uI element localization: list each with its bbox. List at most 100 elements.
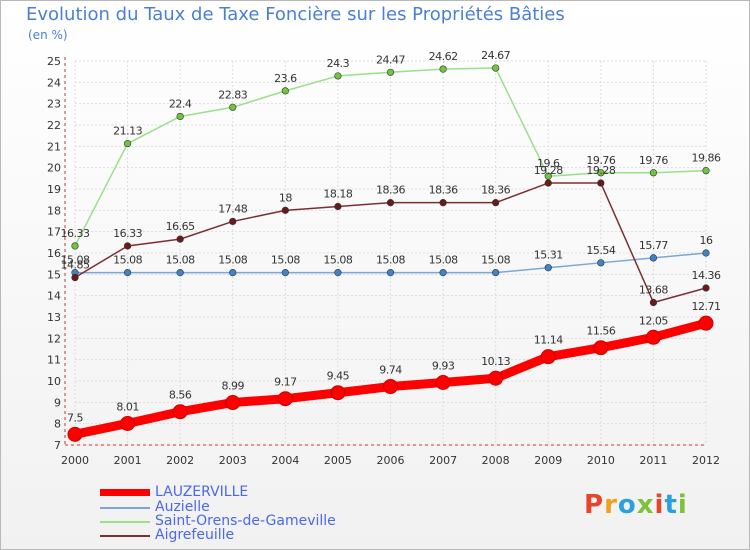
x-tick-label: 2009 — [534, 454, 562, 467]
y-tick-label: 14 — [47, 290, 61, 303]
x-tick-label: 2001 — [114, 454, 142, 467]
data-label: 18 — [279, 191, 292, 204]
y-tick-label: 12 — [47, 332, 61, 345]
data-point — [281, 269, 289, 277]
x-tick-label: 2003 — [219, 454, 247, 467]
data-label: 24.67 — [481, 49, 510, 62]
data-point — [439, 65, 447, 73]
logo-letter: o — [617, 490, 637, 520]
data-label: 15.08 — [481, 254, 510, 267]
data-point — [334, 269, 342, 277]
data-label: 24.3 — [327, 57, 350, 70]
logo-letter: t — [664, 490, 678, 520]
data-label: 15.31 — [534, 249, 563, 262]
legend-swatch — [100, 489, 150, 496]
x-tick-label: 2010 — [587, 454, 615, 467]
y-tick-label: 19 — [47, 183, 61, 196]
data-point — [334, 72, 342, 80]
data-label: 18.36 — [376, 184, 405, 197]
x-tick-label: 2000 — [61, 454, 89, 467]
data-point — [597, 169, 605, 177]
legend-item-aigrefeuille: Aigrefeuille — [100, 527, 360, 543]
data-point — [439, 199, 447, 207]
logo-letter: r — [604, 490, 618, 520]
data-label: 19.6 — [537, 157, 560, 170]
y-tick-label: 25 — [47, 55, 61, 68]
data-label: 19.76 — [586, 154, 615, 167]
data-label: 12.71 — [692, 300, 721, 313]
data-label: 14.36 — [692, 269, 721, 282]
data-point — [123, 139, 132, 148]
data-point — [492, 199, 500, 207]
legend-swatch — [100, 535, 150, 537]
x-tick-label: 2004 — [271, 454, 299, 467]
data-label: 15.08 — [166, 254, 195, 267]
legend-label: LAUZERVILLE — [155, 484, 249, 500]
data-point — [702, 167, 710, 175]
x-tick-label: 2005 — [324, 454, 352, 467]
data-point — [649, 298, 658, 307]
data-label: 8.99 — [222, 380, 245, 393]
data-label: 19.86 — [692, 152, 721, 165]
y-tick-label: 18 — [47, 204, 61, 217]
data-label: 16.33 — [113, 227, 142, 240]
data-point — [597, 179, 605, 187]
data-label: 9.74 — [379, 364, 402, 377]
data-label: 16.65 — [166, 220, 195, 233]
data-point — [698, 315, 714, 331]
y-tick-label: 13 — [47, 311, 61, 324]
data-point — [172, 404, 188, 420]
data-label: 15.08 — [218, 254, 247, 267]
y-tick-label: 17 — [47, 226, 61, 239]
data-label: 8.56 — [169, 389, 192, 402]
data-point — [544, 179, 552, 187]
data-point — [645, 329, 661, 345]
data-point — [120, 415, 136, 431]
data-point — [281, 87, 289, 95]
data-point — [229, 217, 237, 226]
data-point — [702, 249, 710, 257]
data-point — [334, 202, 342, 211]
logo-letter: i — [654, 490, 665, 520]
data-label: 16 — [700, 234, 713, 247]
data-label: 10.13 — [481, 355, 510, 368]
x-tick-label: 2011 — [639, 454, 667, 467]
data-point — [123, 269, 132, 277]
data-point — [540, 349, 556, 365]
data-point — [229, 269, 237, 277]
data-label: 11.56 — [586, 325, 615, 338]
y-tick-label: 15 — [47, 268, 61, 281]
y-tick-label: 11 — [47, 354, 61, 367]
data-point — [649, 254, 658, 262]
data-label: 23.6 — [274, 72, 297, 85]
data-label: 15.77 — [639, 239, 668, 252]
data-label: 9.93 — [432, 359, 455, 372]
data-point — [176, 235, 184, 243]
data-point — [435, 374, 451, 390]
data-point — [71, 273, 79, 282]
y-tick-label: 24 — [47, 76, 61, 89]
data-label: 19.28 — [534, 164, 563, 177]
data-point — [439, 269, 447, 277]
data-label: 24.62 — [429, 50, 458, 63]
data-point — [597, 259, 605, 267]
data-label: 15.08 — [323, 254, 352, 267]
legend-item-saint-orens: Saint-Orens-de-Gameville — [100, 513, 360, 529]
y-tick-label: 21 — [47, 140, 61, 153]
data-label: 22.4 — [169, 97, 192, 110]
data-point — [383, 379, 398, 395]
data-label: 8.01 — [116, 400, 139, 413]
legend-label: Saint-Orens-de-Gameville — [155, 513, 336, 529]
data-point — [277, 391, 293, 407]
data-point — [492, 269, 500, 277]
data-label: 15.08 — [271, 254, 300, 267]
x-tick-label: 2007 — [429, 454, 457, 467]
data-point — [176, 269, 184, 277]
data-point — [492, 64, 500, 72]
x-tick-label: 2012 — [692, 454, 720, 467]
y-tick-label: 20 — [47, 162, 61, 175]
chart-title: Evolution du Taux de Taxe Foncière sur l… — [26, 4, 565, 25]
data-label: 14.85 — [61, 259, 90, 272]
logo-letter: P — [584, 490, 605, 520]
